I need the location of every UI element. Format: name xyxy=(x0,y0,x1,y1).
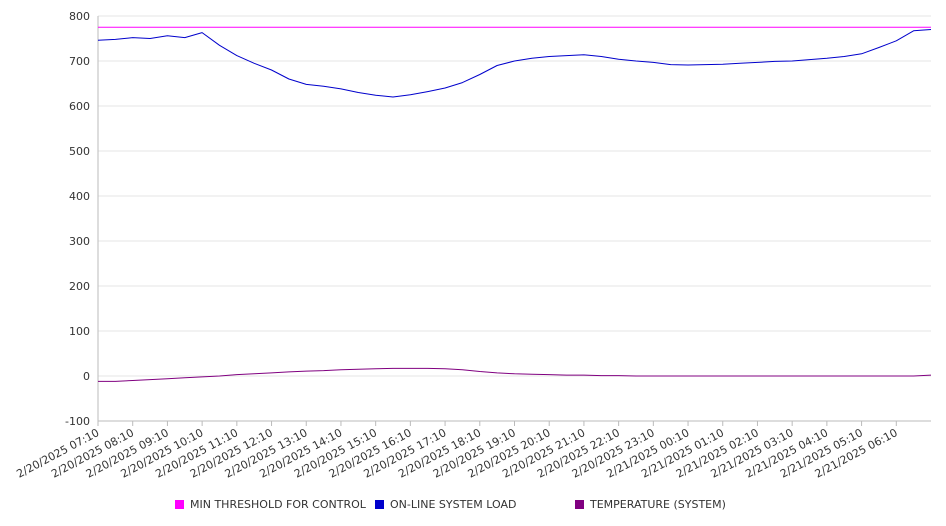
y-tick-label: 200 xyxy=(69,280,90,293)
legend-label-min-threshold: MIN THRESHOLD FOR CONTROL xyxy=(190,498,366,511)
y-axis-ticks: 800 700 600 500 400 300 200 100 0 -100 xyxy=(65,10,90,428)
y-tick-label: 600 xyxy=(69,100,90,113)
series-system-load xyxy=(97,29,932,98)
legend: MIN THRESHOLD FOR CONTROL ON-LINE SYSTEM… xyxy=(0,498,946,514)
y-tick-label: 0 xyxy=(83,370,90,383)
legend-label-temperature: TEMPERATURE (SYSTEM) xyxy=(590,498,726,511)
x-axis-ticks: 2/20/2025 07:102/20/2025 08:102/20/2025 … xyxy=(14,421,900,481)
y-tick-label: -100 xyxy=(65,415,90,428)
y-tick-label: 700 xyxy=(69,55,90,68)
grid-lines xyxy=(98,15,931,422)
legend-item-temperature[interactable]: TEMPERATURE (SYSTEM) xyxy=(575,498,726,511)
y-tick-label: 400 xyxy=(69,190,90,203)
legend-swatch-system-load xyxy=(375,500,384,509)
y-tick-label: 100 xyxy=(69,325,90,338)
legend-swatch-min-threshold xyxy=(175,500,184,509)
legend-label-system-load: ON-LINE SYSTEM LOAD xyxy=(390,498,517,511)
series-lines xyxy=(97,26,932,382)
y-tick-label: 800 xyxy=(69,10,90,23)
legend-item-system-load[interactable]: ON-LINE SYSTEM LOAD xyxy=(375,498,516,511)
axes xyxy=(97,16,931,422)
legend-item-min-threshold[interactable]: MIN THRESHOLD FOR CONTROL xyxy=(175,498,366,511)
series-temperature xyxy=(98,367,932,382)
y-tick-label: 500 xyxy=(69,145,90,158)
y-tick-label: 300 xyxy=(69,235,90,248)
legend-swatch-temperature xyxy=(575,500,584,509)
